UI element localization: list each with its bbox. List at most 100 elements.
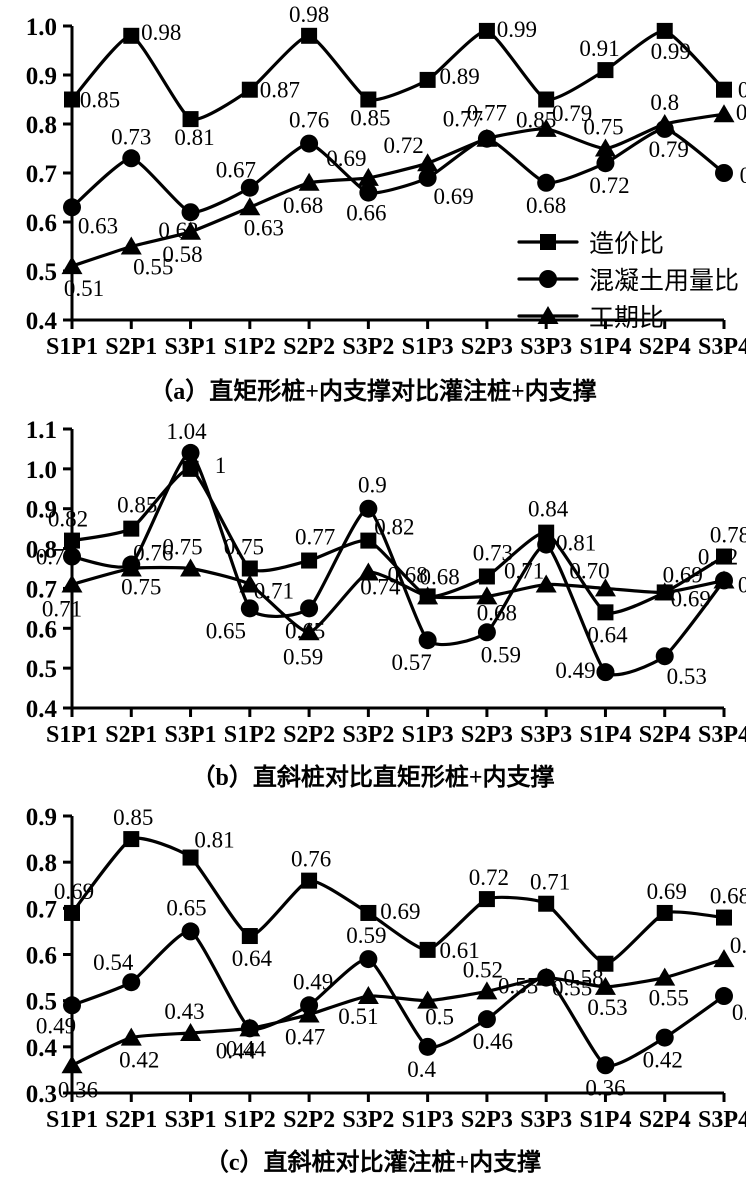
caption-c: （c）直斜桩对比灌注桩+内支撑 [204, 1150, 542, 1176]
data-label: 0.63 [78, 213, 118, 238]
circle-marker [477, 623, 496, 642]
legend-square-icon [540, 234, 556, 250]
circle-marker [240, 599, 259, 618]
triangle-marker [594, 976, 616, 995]
data-label: 0.77 [467, 101, 507, 126]
y-tick-label: 0.4 [26, 1035, 58, 1062]
x-tick-label: S2P4 [639, 1107, 691, 1133]
circle-marker [418, 168, 437, 187]
data-label: 0.81 [194, 828, 234, 853]
data-label: 0.7 [740, 163, 746, 188]
data-label: 0.54 [93, 950, 134, 975]
y-tick-label: 0.4 [26, 308, 58, 335]
square-marker [301, 27, 318, 44]
data-label: 0.69 [434, 184, 474, 209]
legend-label-duration: 工期比 [589, 304, 664, 332]
square-marker [64, 532, 80, 549]
x-tick-label: S1P4 [579, 1107, 631, 1133]
data-label: 0.85 [80, 88, 120, 113]
triangle-marker [239, 574, 261, 593]
data-label: 0.78 [710, 523, 746, 548]
x-tick-label: S1P2 [224, 334, 276, 360]
axis-lines [70, 816, 724, 1095]
data-label: 0.72 [589, 173, 629, 198]
x-tick-label: S1P3 [402, 334, 454, 360]
triangle-marker [61, 1055, 83, 1074]
y-tick-label: 0.4 [26, 696, 58, 723]
chart-svg-b: 0.4 0.5 0.6 0.7 0.8 0.9 1.0 1.1 S1P1 S2P1 S3P1 S1P2… [26, 417, 746, 748]
square-marker [656, 904, 673, 921]
data-label: 0.5 [425, 1005, 454, 1030]
data-label: 0.70 [569, 558, 609, 583]
triangle-marker [298, 622, 320, 641]
x-tick-label: S2P2 [283, 334, 335, 360]
data-labels-concrete: 0.780.761.040.650.650.90.570.590.810.490… [36, 419, 746, 689]
x-tick-label: S3P4 [698, 334, 746, 360]
plot-area-c: 0.3 0.4 0.5 0.6 0.7 0.8 0.9 S1P1 S2P1 S3P1 S1P2 S2P… [0, 796, 746, 1151]
square-marker [716, 909, 732, 926]
triangle-marker [594, 578, 616, 597]
data-label: 0.8 [650, 90, 679, 115]
circle-marker [655, 647, 674, 666]
series-duration [61, 104, 735, 275]
data-label: 0.64 [587, 622, 628, 647]
triangle-marker [713, 570, 735, 589]
data-label: 0.85 [113, 805, 153, 830]
data-label: 0.53 [587, 995, 627, 1020]
circle-marker [655, 1028, 674, 1047]
square-marker [241, 81, 258, 98]
y-tick-label: 0.6 [26, 210, 57, 237]
y-tick-label: 0.9 [26, 497, 57, 524]
x-tick-label: S3P3 [520, 1107, 572, 1133]
chart-panel-c: 0.3 0.4 0.5 0.6 0.7 0.8 0.9 S1P1 S2P1 S3P1 S1P2 S2P… [0, 796, 746, 1189]
triangle-marker [357, 986, 379, 1005]
triangle-marker [417, 990, 439, 1009]
x-tick-label: S2P1 [105, 722, 157, 748]
x-tick-label: S1P1 [46, 1107, 98, 1133]
y-tick-label: 0.7 [26, 896, 57, 923]
axes-c: 0.3 0.4 0.5 0.6 0.7 0.8 0.9 S1P1 S2P1 S3P1 S1P2 S2P… [26, 804, 746, 1133]
square-marker [123, 520, 140, 537]
triangle-marker [476, 586, 498, 605]
circle-marker [537, 173, 556, 192]
x-tick-label: S3P2 [342, 722, 394, 748]
square-marker [597, 62, 614, 79]
circle-marker [240, 178, 259, 197]
data-label: 0.85 [350, 106, 390, 131]
data-label: 0.72 [698, 544, 738, 569]
data-label: 0.52 [463, 957, 503, 982]
y-tick-label: 0.7 [26, 161, 57, 188]
x-tick-label: S3P1 [165, 334, 217, 360]
x-tick-label: S1P1 [46, 334, 98, 360]
x-tick-label: S2P1 [105, 334, 157, 360]
triangle-marker [654, 582, 676, 601]
data-label: 0.68 [388, 562, 428, 587]
data-label: 0.55 [649, 986, 689, 1011]
data-label: 0.71 [530, 870, 570, 895]
square-marker [182, 849, 199, 866]
data-label: 0.79 [649, 137, 689, 162]
data-label: 0.82 [48, 507, 88, 532]
triangle-marker [713, 104, 735, 123]
data-label: 0.99 [497, 17, 537, 42]
data-label: 0.55 [133, 255, 173, 280]
y-tick-label: 0.5 [26, 656, 57, 683]
data-labels-concrete: 0.49 0.54 0.65 0.44 0.49 0.59 0.4 0.46 0.55 0.36 0… [36, 895, 746, 1100]
data-label: 0.59 [730, 933, 746, 958]
y-tick-label: 0.9 [26, 63, 57, 90]
data-label: 0.82 [736, 100, 746, 125]
square-marker [64, 904, 80, 921]
square-marker [182, 460, 199, 477]
triangle-marker [713, 949, 735, 968]
square-marker [419, 71, 436, 88]
triangle-marker [61, 574, 83, 593]
data-label: 0.64 [232, 946, 273, 971]
data-label: 0.87 [738, 78, 746, 103]
data-label: 0.69 [380, 899, 420, 924]
triangle-marker [535, 574, 557, 593]
data-label: 0.71 [254, 578, 294, 603]
data-labels-cost: 0.850.980.810.870.980.850.890.990.850.91… [80, 2, 746, 150]
data-label: 0.98 [289, 2, 329, 27]
y-tick-label: 0.7 [26, 576, 57, 603]
